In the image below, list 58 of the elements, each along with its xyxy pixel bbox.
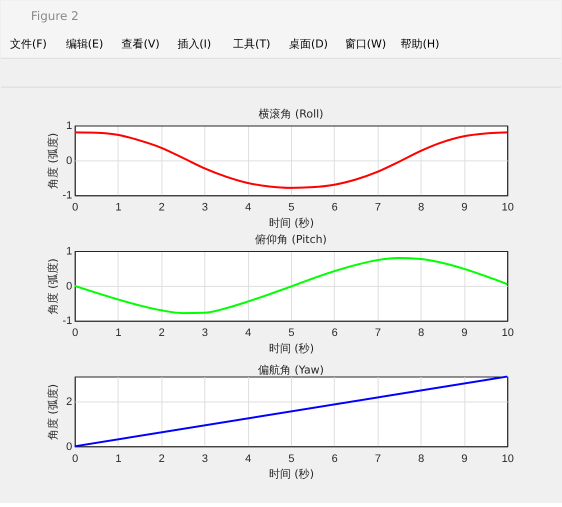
text: 查看(V) (122, 38, 160, 51)
x-tick-label: 4 (245, 327, 252, 340)
x-axis-title: 时间 (秒) (268, 342, 314, 356)
chart-title: 俯仰角 (Pitch) (255, 233, 327, 246)
y-tick-label: -1 (62, 315, 72, 328)
x-tick-label: 6 (332, 202, 338, 214)
x-tick-label: 10 (502, 202, 514, 214)
line-series (74, 256, 508, 314)
x-tick-label: 5 (288, 202, 295, 214)
x-tick-label: 9 (461, 452, 468, 465)
text: Figure 2 (30, 8, 79, 23)
x-tick-label: 7 (374, 202, 381, 214)
y-tick-label: 1 (66, 245, 72, 258)
text: 插入(I) (177, 38, 212, 51)
x-tick-label: 9 (461, 202, 468, 214)
y-tick-label: 0 (66, 280, 72, 292)
x-tick-label: 6 (332, 452, 338, 465)
chart-title: 横滚角 (Roll) (258, 107, 324, 120)
x-tick-label: 5 (288, 327, 295, 340)
text: 工具(T) (233, 38, 270, 51)
y-tick-label: -1 (62, 190, 72, 202)
y-tick-label: 1 (66, 120, 72, 132)
x-tick-label: 1 (115, 452, 122, 465)
text: 桌面(D) (288, 38, 328, 51)
text: 窗口(W) (344, 38, 386, 51)
x-tick-label: 10 (502, 327, 514, 340)
x-tick-label: 4 (245, 202, 252, 214)
text: 帮助(H) (400, 38, 440, 51)
line-series (74, 131, 508, 189)
x-tick-label: 8 (418, 327, 424, 340)
x-tick-label: 5 (288, 452, 295, 465)
y-tick-label: 0 (66, 440, 72, 453)
text: 编辑(E) (66, 38, 104, 51)
x-tick-label: 9 (461, 327, 468, 340)
x-tick-label: 3 (202, 452, 208, 465)
x-tick-label: 3 (202, 202, 208, 214)
x-tick-label: 2 (158, 452, 165, 465)
y-tick-label: 0 (66, 154, 72, 167)
x-tick-label: 1 (115, 202, 122, 214)
x-tick-label: 2 (158, 327, 165, 340)
y-axis-title: 角度 (弧度) (46, 384, 60, 440)
x-axis-title: 时间 (秒) (268, 468, 314, 481)
y-axis-title: 角度 (弧度) (46, 258, 60, 314)
chart-title: 偏航角 (Yaw) (258, 364, 324, 377)
x-tick-label: 2 (158, 202, 165, 214)
y-axis-title: 角度 (弧度) (46, 132, 60, 189)
x-tick-label: 8 (418, 452, 424, 465)
x-tick-label: 1 (115, 327, 122, 340)
x-tick-label: 8 (418, 202, 424, 214)
x-tick-label: 7 (374, 327, 381, 340)
x-tick-label: 3 (202, 327, 208, 340)
y-tick-label: 2 (66, 396, 72, 408)
x-tick-label: 10 (502, 452, 514, 465)
text: 文件(F) (10, 38, 47, 51)
x-tick-label: 4 (245, 452, 252, 465)
x-axis-title: 时间 (秒) (268, 216, 314, 230)
x-tick-label: 6 (332, 327, 338, 340)
x-tick-label: 7 (374, 452, 381, 465)
